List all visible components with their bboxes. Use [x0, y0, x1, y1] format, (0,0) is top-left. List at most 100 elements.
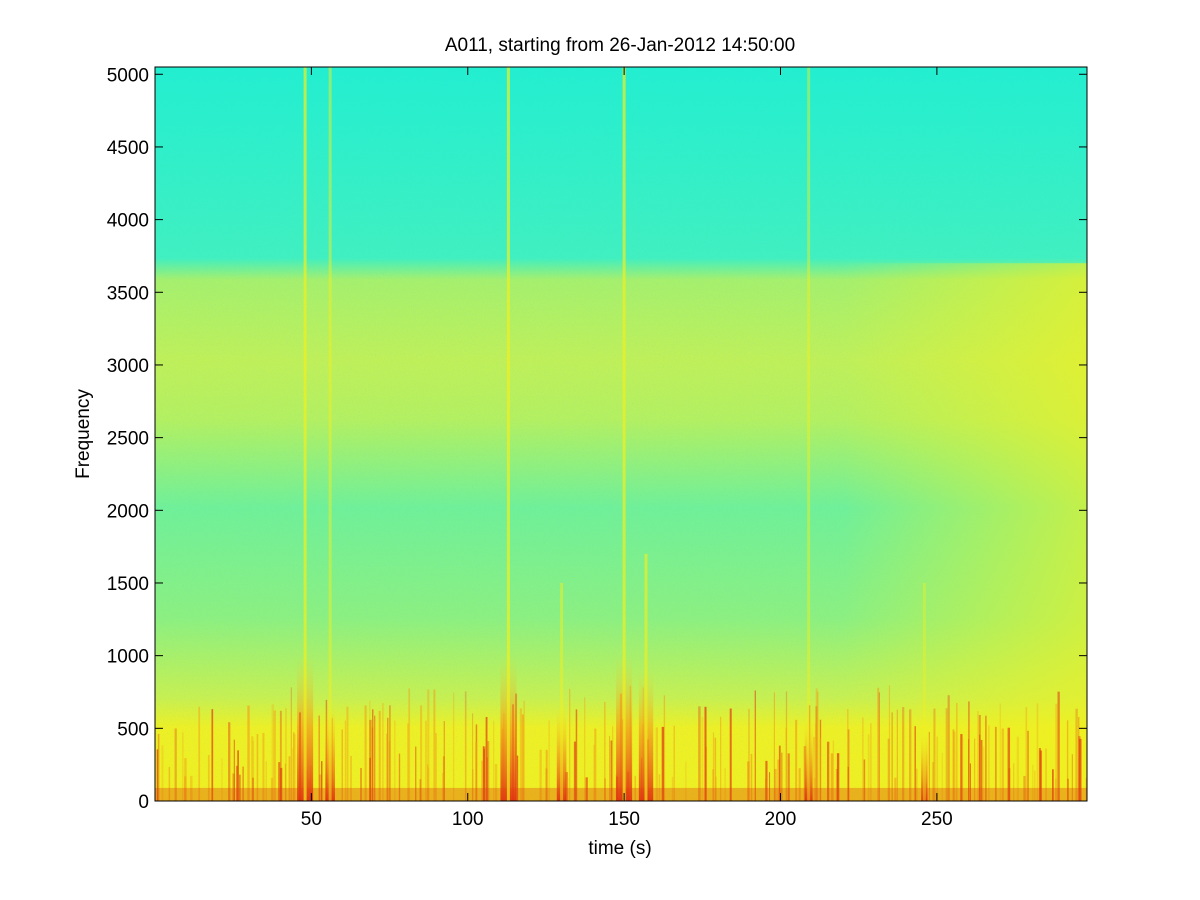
event-broadband-line — [644, 553, 648, 801]
low-frequency-burst — [928, 731, 930, 801]
heatmap-layer — [155, 67, 1087, 801]
low-frequency-burst — [184, 758, 187, 801]
low-frequency-burst — [1075, 708, 1078, 801]
low-frequency-burst — [262, 732, 265, 801]
low-frequency-burst — [847, 729, 850, 801]
low-frequency-burst — [658, 774, 661, 801]
low-frequency-burst — [870, 723, 872, 801]
low-frequency-burst — [161, 745, 164, 801]
low-frequency-burst — [521, 714, 524, 801]
low-frequency-burst — [932, 762, 934, 801]
low-frequency-burst — [284, 763, 287, 801]
low-frequency-burst — [985, 715, 987, 801]
chart-title: A011, starting from 26-Jan-2012 14:50:00 — [445, 35, 795, 56]
low-frequency-burst — [292, 748, 294, 801]
event-hot-column — [804, 721, 813, 801]
low-frequency-burst — [472, 713, 474, 801]
low-frequency-burst — [945, 708, 948, 801]
low-frequency-burst — [1045, 748, 1047, 801]
low-frequency-burst — [867, 734, 870, 801]
low-frequency-burst — [435, 733, 437, 801]
low-frequency-burst — [969, 763, 971, 801]
low-frequency-burst — [1079, 738, 1082, 801]
event-broadband-line — [328, 67, 332, 801]
low-frequency-burst — [293, 734, 296, 801]
low-frequency-burst — [389, 705, 391, 801]
low-frequency-burst — [814, 723, 816, 801]
low-frequency-burst — [407, 723, 409, 801]
y-tick-label: 2500 — [107, 429, 149, 450]
y-tick-label: 1000 — [107, 647, 149, 668]
low-frequency-burst — [778, 745, 781, 801]
low-frequency-burst — [382, 703, 384, 801]
low-frequency-burst — [785, 691, 788, 801]
low-frequency-burst — [236, 765, 238, 801]
low-frequency-burst — [573, 741, 577, 801]
low-frequency-burst — [777, 759, 780, 801]
low-frequency-burst — [271, 704, 274, 801]
low-frequency-burst — [671, 776, 674, 801]
low-frequency-burst — [207, 754, 210, 801]
low-frequency-burst — [747, 761, 750, 801]
event-broadband-line — [922, 582, 926, 801]
low-frequency-burst — [813, 736, 816, 801]
low-frequency-burst — [978, 714, 981, 801]
low-frequency-burst — [1085, 777, 1087, 801]
low-frequency-burst — [1033, 770, 1036, 801]
low-frequency-burst — [968, 701, 970, 801]
x-tick-label: 50 — [301, 809, 322, 830]
low-frequency-burst — [750, 753, 753, 801]
low-frequency-burst — [698, 706, 701, 801]
low-frequency-burst — [1052, 769, 1054, 801]
low-frequency-burst — [1055, 703, 1058, 801]
low-frequency-burst — [265, 761, 267, 801]
low-frequency-burst — [714, 737, 717, 801]
low-frequency-burst — [575, 709, 578, 801]
low-frequency-burst — [157, 733, 160, 801]
event-broadband-line — [807, 67, 811, 801]
low-frequency-burst — [378, 710, 381, 801]
low-frequency-burst — [585, 777, 588, 801]
low-frequency-burst — [388, 741, 391, 801]
low-frequency-burst — [360, 767, 362, 801]
low-frequency-burst — [863, 759, 866, 801]
low-frequency-burst — [941, 752, 943, 801]
low-frequency-burst — [285, 708, 287, 801]
low-frequency-burst — [442, 756, 445, 801]
y-tick-label: 4500 — [107, 138, 149, 159]
low-frequency-burst — [233, 739, 235, 801]
low-frequency-burst — [174, 728, 177, 801]
low-frequency-burst — [228, 722, 231, 801]
low-frequency-burst — [471, 769, 474, 801]
y-tick-label: 1500 — [107, 574, 149, 595]
low-frequency-burst — [442, 772, 444, 801]
low-frequency-burst — [862, 717, 864, 801]
low-frequency-burst — [594, 728, 597, 801]
x-axis-label: time (s) — [588, 838, 651, 859]
low-frequency-burst — [982, 746, 985, 801]
low-frequency-burst — [288, 756, 291, 801]
low-frequency-burst — [279, 710, 282, 801]
low-frequency-burst — [232, 773, 235, 801]
low-frequency-burst — [1027, 730, 1029, 801]
heatmap-late-energy — [843, 263, 1087, 801]
low-frequency-burst — [888, 685, 891, 801]
low-frequency-burst — [835, 768, 839, 801]
low-frequency-burst — [814, 777, 816, 801]
y-tick-label: 500 — [117, 719, 149, 740]
low-frequency-burst — [724, 767, 726, 801]
low-frequency-burst — [428, 767, 430, 801]
event-hot-column — [921, 734, 928, 801]
low-frequency-burst — [519, 708, 522, 801]
x-tick-label: 200 — [765, 809, 797, 830]
low-frequency-burst — [1013, 763, 1015, 801]
low-frequency-burst — [754, 690, 756, 801]
y-tick-label: 4000 — [107, 211, 149, 232]
low-frequency-burst — [1032, 764, 1034, 801]
low-frequency-burst — [878, 692, 880, 801]
low-frequency-burst — [826, 741, 830, 801]
low-frequency-burst — [980, 739, 983, 801]
low-frequency-burst — [704, 706, 707, 801]
low-frequency-burst — [433, 689, 436, 801]
low-frequency-burst — [953, 731, 956, 801]
